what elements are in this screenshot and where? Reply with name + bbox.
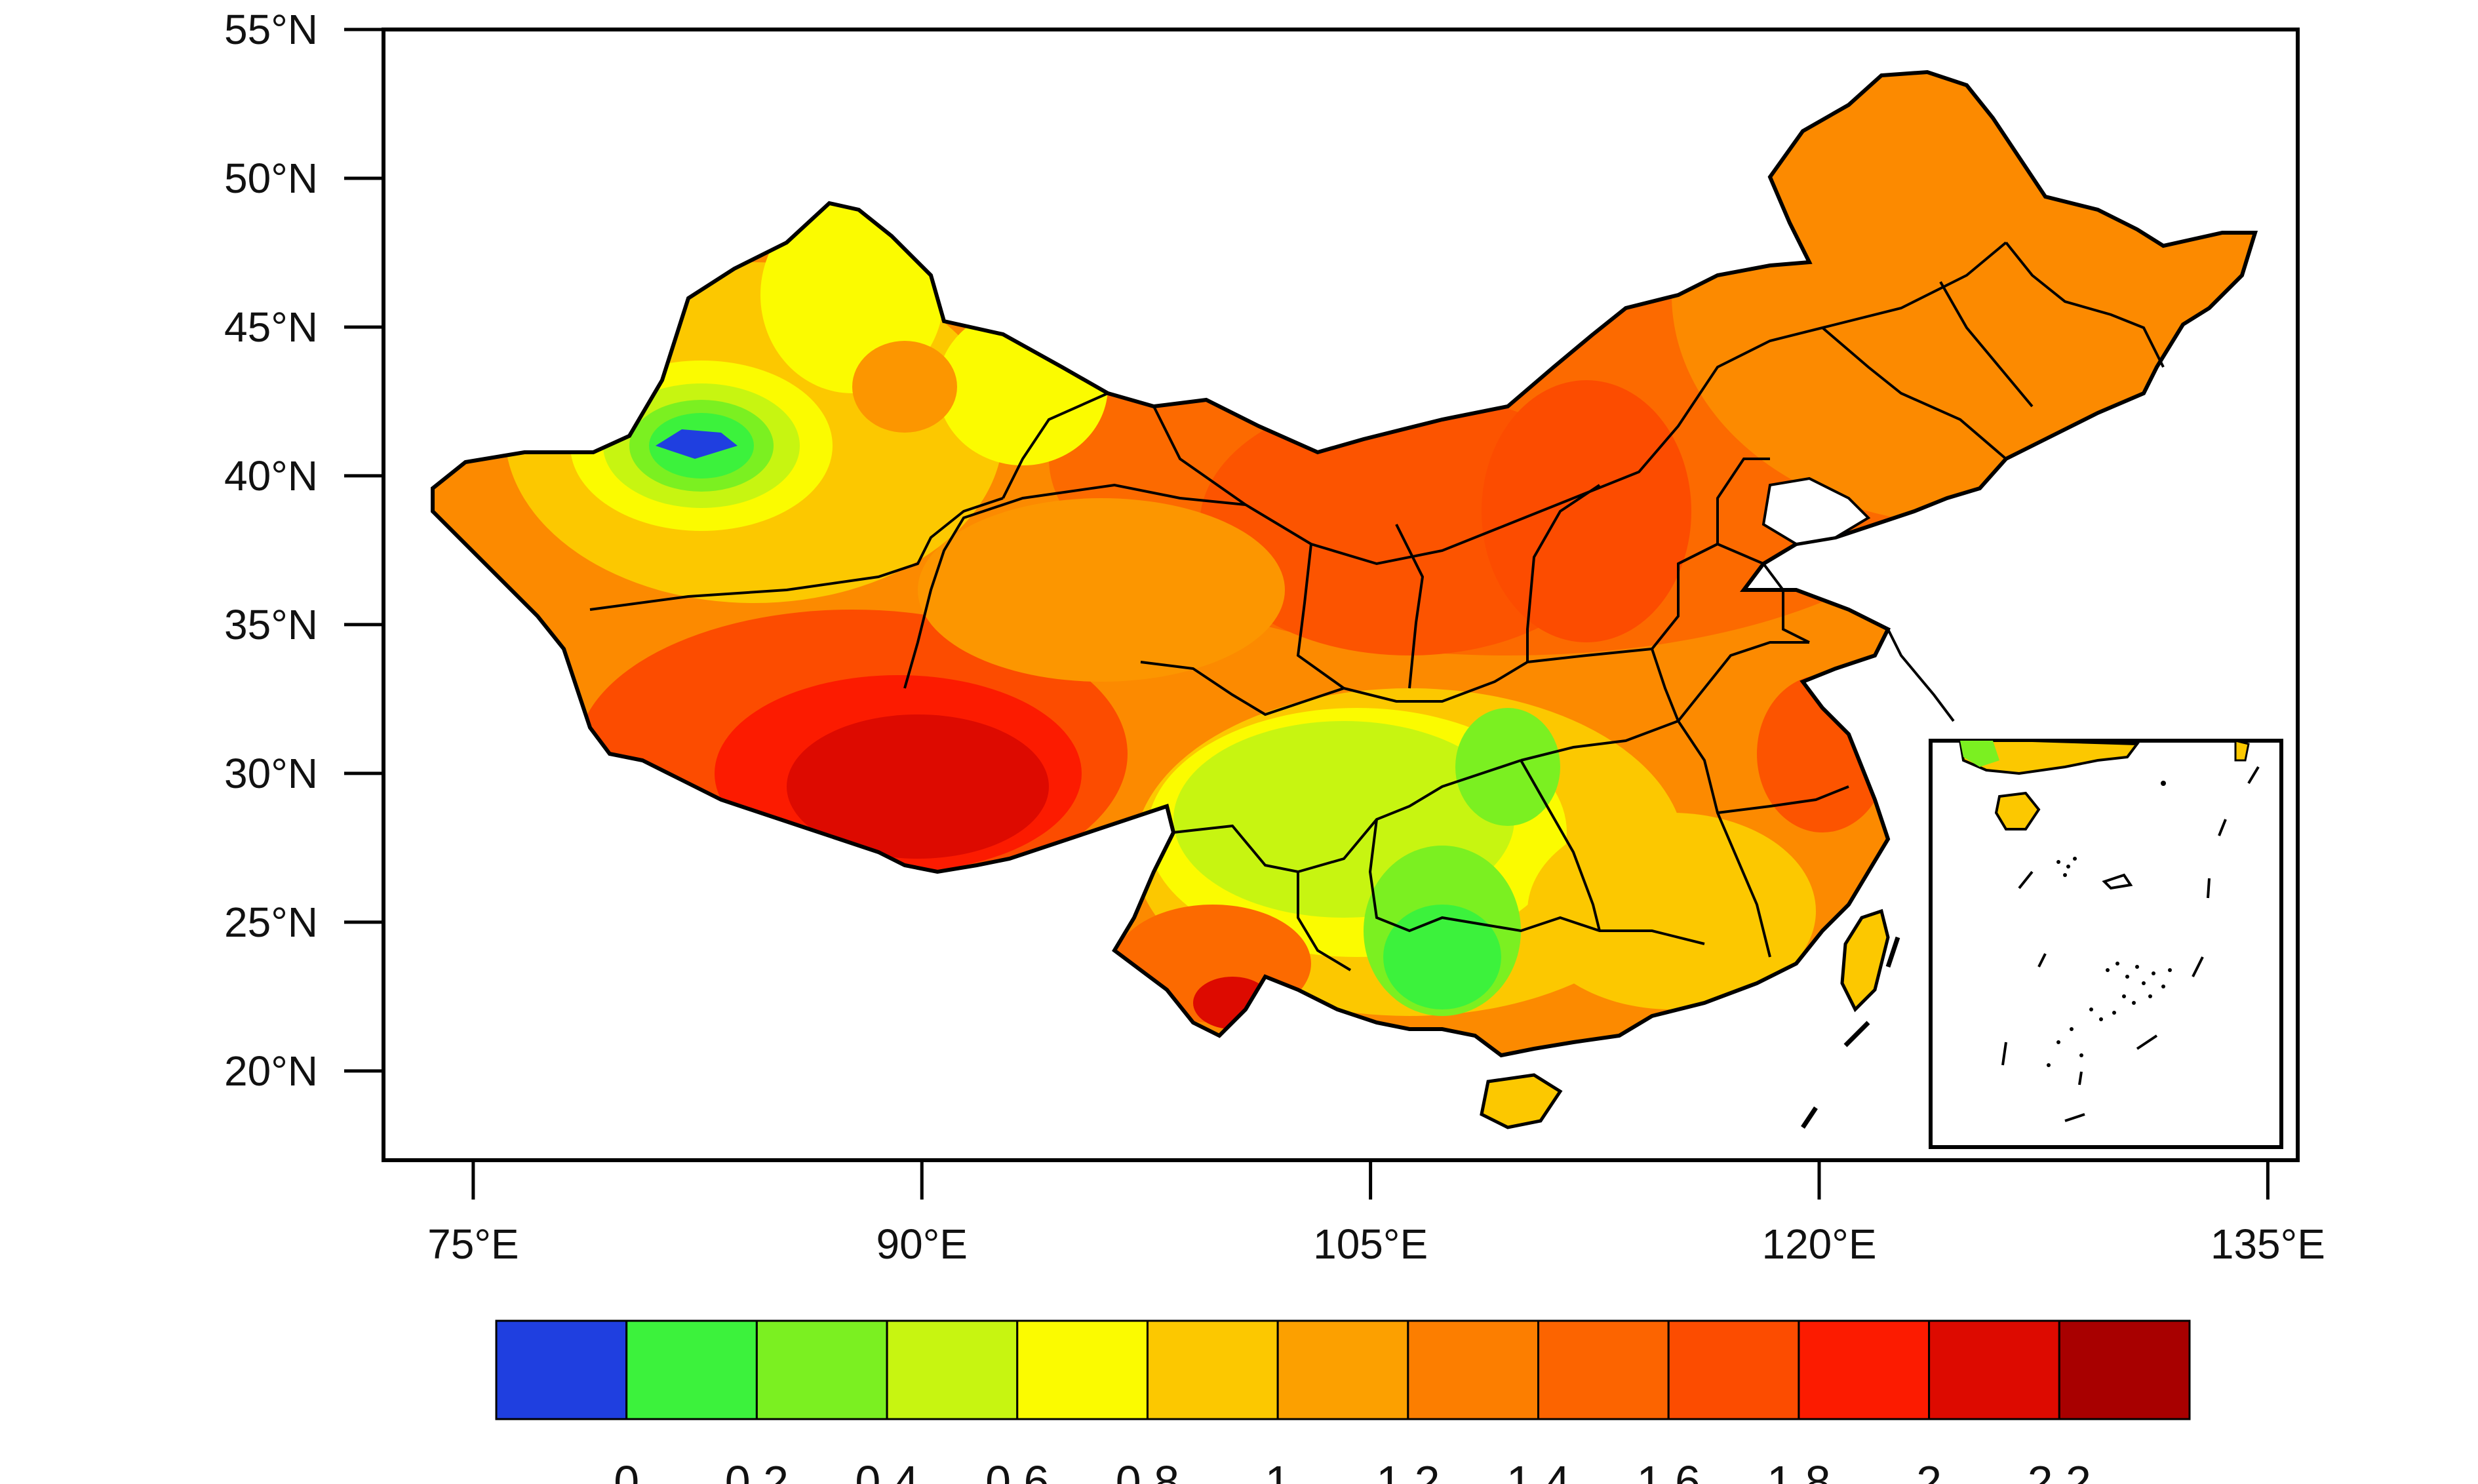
colorbar-label: 0.8 xyxy=(1116,1456,1179,1484)
lon-tick-label: 75°E xyxy=(427,1220,519,1268)
colorbar-label: 1 xyxy=(1265,1456,1291,1484)
colorbar-label: 1.8 xyxy=(1767,1456,1830,1484)
colorbar-swatch xyxy=(627,1321,757,1419)
lon-tick-label: 105°E xyxy=(1313,1220,1428,1268)
lat-tick-label: 45°N xyxy=(224,303,318,351)
longitude-axis: 75°E 90°E 105°E 120°E 135°E xyxy=(384,1160,2325,1268)
lat-tick-label: 40°N xyxy=(224,452,318,499)
colorbar-label: 0 xyxy=(614,1456,639,1484)
colorbar-swatch xyxy=(1799,1321,1929,1419)
colorbar-label: 0.4 xyxy=(855,1456,918,1484)
lon-tick-label: 90°E xyxy=(876,1220,968,1268)
colorbar-swatch xyxy=(1278,1321,1408,1419)
colorbar-label: 1.6 xyxy=(1637,1456,1701,1484)
lat-tick-label: 30°N xyxy=(224,750,318,797)
colorbar-swatch xyxy=(496,1321,627,1419)
colorbar-swatch xyxy=(1539,1321,1669,1419)
lat-tick-label: 55°N xyxy=(224,6,318,53)
colorbar-swatch xyxy=(2059,1321,2190,1419)
colorbar-label: 0.6 xyxy=(985,1456,1049,1484)
colorbar-swatch xyxy=(1147,1321,1278,1419)
colorbar-swatch xyxy=(1408,1321,1539,1419)
colorbar-label: 1.2 xyxy=(1376,1456,1440,1484)
colorbar-swatch xyxy=(757,1321,887,1419)
lat-tick-label: 25°N xyxy=(224,899,318,946)
colorbar-label: 0.2 xyxy=(725,1456,789,1484)
colorbar-label: 2 xyxy=(1916,1456,1942,1484)
inset-frame xyxy=(1931,741,2281,1147)
colorbar: 0 0.2 0.4 0.6 0.8 1 1.2 1.4 1.6 1.8 2 2.2 xyxy=(496,1321,2190,1484)
colorbar-swatch xyxy=(1017,1321,1148,1419)
colorbar-label: 1.4 xyxy=(1506,1456,1570,1484)
lon-tick-label: 135°E xyxy=(2211,1220,2325,1268)
lon-tick-label: 120°E xyxy=(1761,1220,1876,1268)
colorbar-swatch xyxy=(1668,1321,1799,1419)
lat-tick-label: 35°N xyxy=(224,601,318,648)
colorbar-label: 2.2 xyxy=(2028,1456,2091,1484)
colorbar-swatch xyxy=(1929,1321,2060,1419)
latitude-axis: 55°N 50°N 45°N 40°N 35°N 30°N 25°N 20°N xyxy=(224,6,384,1095)
colorbar-swatch xyxy=(887,1321,1017,1419)
lat-tick-label: 20°N xyxy=(224,1047,318,1095)
lat-tick-label: 50°N xyxy=(224,155,318,202)
